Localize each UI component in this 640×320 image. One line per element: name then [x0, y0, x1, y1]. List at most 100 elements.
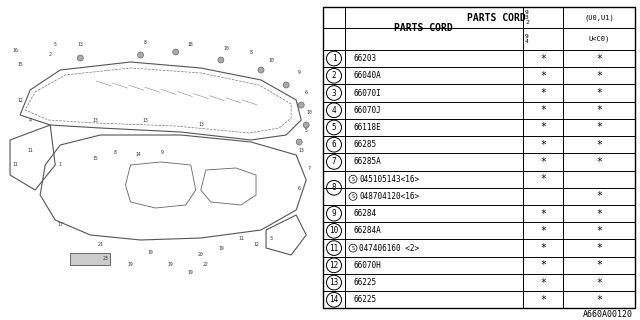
Text: 13: 13	[330, 278, 339, 287]
Text: 16: 16	[12, 47, 18, 52]
Text: 12: 12	[330, 261, 339, 270]
Text: 66284A: 66284A	[353, 226, 381, 236]
Text: 19: 19	[127, 262, 133, 268]
Text: 3: 3	[332, 89, 336, 98]
Text: 5: 5	[54, 43, 57, 47]
Text: *: *	[540, 209, 546, 219]
Text: 10: 10	[330, 226, 339, 236]
Text: *: *	[540, 277, 546, 288]
Text: 66040A: 66040A	[353, 71, 381, 80]
Text: 66285A: 66285A	[353, 157, 381, 166]
Text: *: *	[596, 123, 602, 132]
Text: 21: 21	[97, 243, 103, 247]
Text: 10: 10	[307, 109, 312, 115]
Text: *: *	[540, 123, 546, 132]
Text: 4: 4	[332, 106, 336, 115]
Text: 11: 11	[28, 148, 33, 153]
Text: 9: 9	[332, 209, 336, 218]
Text: 66118E: 66118E	[353, 123, 381, 132]
Text: 15: 15	[17, 62, 23, 68]
Text: *: *	[596, 71, 602, 81]
Text: 66285: 66285	[353, 140, 376, 149]
Text: PARTS CORD: PARTS CORD	[467, 12, 526, 23]
Text: *: *	[540, 105, 546, 115]
Text: A660A00120: A660A00120	[583, 310, 633, 319]
Circle shape	[296, 139, 302, 145]
Text: 9: 9	[298, 69, 301, 75]
Text: 8: 8	[144, 39, 147, 44]
Text: 8: 8	[250, 50, 252, 54]
Text: 3: 3	[269, 236, 273, 241]
Text: S: S	[351, 246, 355, 251]
Text: 8: 8	[332, 183, 336, 192]
Text: *: *	[540, 157, 546, 167]
Text: 23: 23	[102, 255, 108, 260]
Text: 1: 1	[332, 54, 336, 63]
Text: 6: 6	[332, 140, 336, 149]
Circle shape	[283, 82, 289, 88]
Text: 6: 6	[305, 90, 308, 94]
Text: 11: 11	[330, 244, 339, 252]
Text: 22: 22	[203, 262, 209, 268]
Text: *: *	[596, 260, 602, 270]
Text: 13: 13	[143, 117, 148, 123]
Text: 9
3
2: 9 3 2	[525, 10, 529, 25]
Text: 5: 5	[305, 127, 308, 132]
Text: *: *	[596, 209, 602, 219]
Text: 15: 15	[93, 156, 99, 161]
Text: 5: 5	[332, 123, 336, 132]
Text: 66225: 66225	[353, 295, 376, 304]
Text: *: *	[540, 243, 546, 253]
Bar	[70, 253, 111, 265]
Text: 9: 9	[161, 149, 164, 155]
Text: *: *	[596, 277, 602, 288]
Text: 66070H: 66070H	[353, 261, 381, 270]
Text: *: *	[596, 191, 602, 201]
Circle shape	[258, 67, 264, 73]
Text: *: *	[540, 53, 546, 64]
Text: *: *	[540, 71, 546, 81]
Text: *: *	[596, 88, 602, 98]
Text: PARTS CORD: PARTS CORD	[394, 23, 452, 33]
Text: U<C0): U<C0)	[588, 36, 610, 43]
Text: S: S	[351, 194, 355, 199]
Text: 12: 12	[17, 98, 23, 102]
Circle shape	[303, 122, 309, 128]
Circle shape	[218, 57, 224, 63]
Text: 2: 2	[49, 52, 52, 58]
Text: 13: 13	[77, 43, 83, 47]
Text: *: *	[596, 295, 602, 305]
Text: 66070J: 66070J	[353, 106, 381, 115]
Text: 9
4: 9 4	[525, 34, 529, 44]
Text: *: *	[540, 295, 546, 305]
Text: *: *	[540, 88, 546, 98]
Text: *: *	[596, 243, 602, 253]
Text: 10: 10	[223, 45, 228, 51]
Text: *: *	[596, 226, 602, 236]
Text: 18: 18	[188, 43, 194, 47]
Text: *: *	[540, 174, 546, 184]
Text: *: *	[540, 226, 546, 236]
Text: 19: 19	[168, 262, 173, 268]
Circle shape	[77, 55, 83, 61]
Text: 66284: 66284	[353, 209, 376, 218]
Text: 20: 20	[198, 252, 204, 258]
Text: 047406160 <2>: 047406160 <2>	[359, 244, 419, 252]
Circle shape	[173, 49, 179, 55]
Text: 045105143<16>: 045105143<16>	[359, 175, 419, 184]
Text: 11: 11	[12, 163, 18, 167]
Text: 2: 2	[332, 71, 336, 80]
Text: (U0,U1): (U0,U1)	[584, 14, 614, 21]
Text: 14: 14	[330, 295, 339, 304]
Text: *: *	[596, 53, 602, 64]
Text: 66225: 66225	[353, 278, 376, 287]
Text: 14: 14	[136, 153, 141, 157]
Circle shape	[138, 52, 143, 58]
Text: 4: 4	[29, 117, 31, 123]
Text: 7: 7	[332, 157, 336, 166]
Text: 6: 6	[298, 186, 301, 190]
Text: 1: 1	[59, 163, 61, 167]
Text: 19: 19	[148, 250, 154, 254]
Circle shape	[298, 102, 304, 108]
Text: *: *	[596, 140, 602, 150]
